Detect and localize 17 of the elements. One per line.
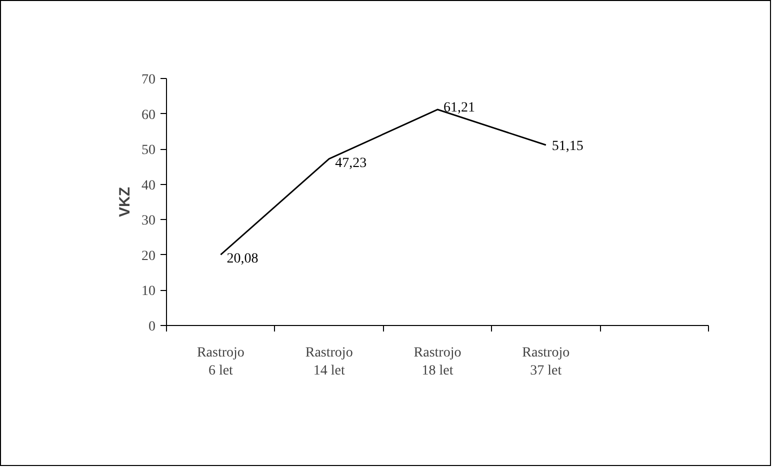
y-tick-label: 50	[142, 143, 156, 158]
y-tick-label: 10	[142, 284, 156, 300]
y-tick-label: 30	[142, 214, 156, 229]
x-tick-label: Rastrojo 6 let	[196, 346, 244, 378]
y-tick-label: 20	[142, 248, 156, 264]
x-tick-label: Rastrojo 37 let	[522, 346, 570, 378]
y-axis-title: VKZ	[116, 187, 134, 217]
y-tick-label: 60	[142, 108, 156, 123]
data-label: 47,23	[335, 156, 367, 171]
y-tick-label: 0	[148, 320, 156, 334]
y-tick-label: 40	[142, 178, 156, 194]
y-tick-label: 70	[142, 72, 156, 88]
data-label: 51,15	[552, 139, 584, 154]
data-label: 20,08	[226, 252, 258, 267]
x-tick-label: Rastrojo 18 let	[414, 346, 462, 378]
data-label: 61,21	[444, 100, 475, 116]
x-tick-label: Rastrojo 14 let	[305, 346, 353, 378]
